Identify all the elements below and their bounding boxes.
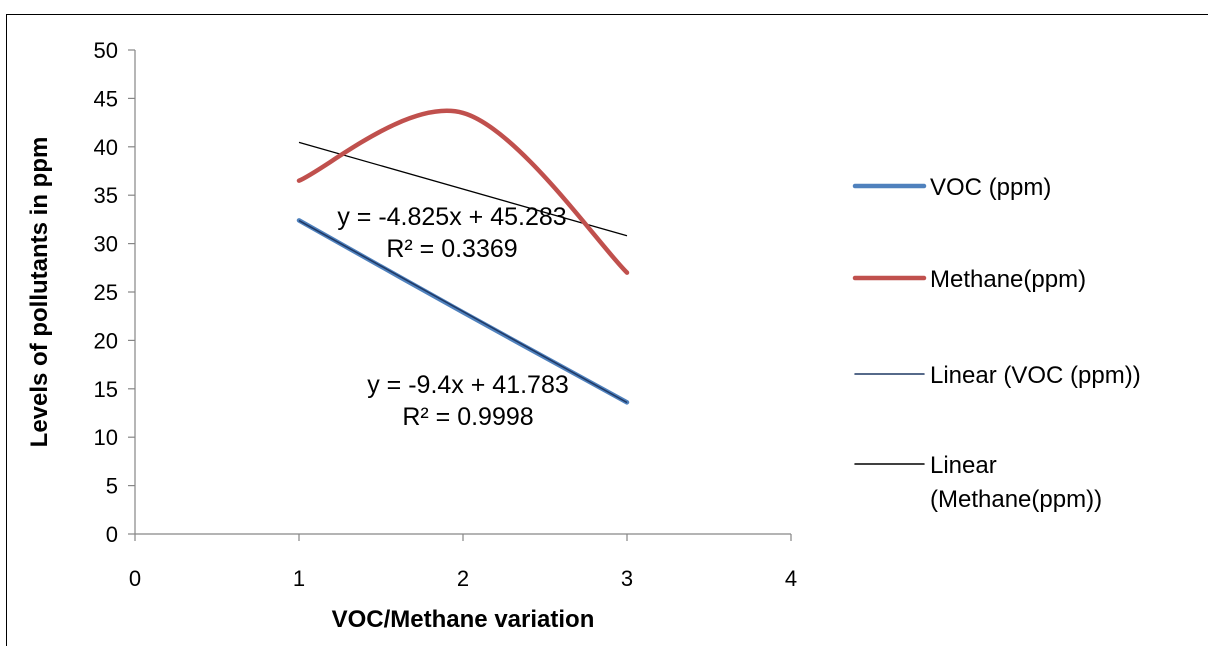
x-tick-label: 1 <box>293 566 305 591</box>
x-axis-title: VOC/Methane variation <box>332 606 595 633</box>
methane-trend-equation: y = -4.825x + 45.283 <box>337 203 566 231</box>
y-tick-label: 25 <box>94 280 118 305</box>
trendline-methane <box>298 141 628 237</box>
y-tick-label: 15 <box>94 377 118 402</box>
y-tick-label: 45 <box>94 86 118 111</box>
y-tick-label: 20 <box>94 328 118 353</box>
y-tick-label: 50 <box>94 38 118 63</box>
legend-label: (Methane(ppm)) <box>930 486 1102 513</box>
legend-label: Linear (VOC (ppm)) <box>930 362 1141 389</box>
voc-trend-r2: R² = 0.9998 <box>402 403 533 431</box>
axes <box>128 49 792 541</box>
trendlines <box>298 141 628 404</box>
voc-trend-equation: y = -9.4x + 41.783 <box>367 371 569 399</box>
y-tick-label: 30 <box>94 232 118 257</box>
y-tick-label: 5 <box>106 474 118 499</box>
y-tick-label: 40 <box>94 135 118 160</box>
y-tick-label: 0 <box>106 522 118 547</box>
series-line-methane <box>296 108 630 275</box>
y-tick-label: 35 <box>94 183 118 208</box>
x-tick-label: 0 <box>129 566 141 591</box>
trendline-voc-overlay <box>298 219 628 404</box>
legend-label: VOC (ppm) <box>930 174 1051 201</box>
legend-label: Methane(ppm) <box>930 266 1086 293</box>
trendline-equations: y = -9.4x + 41.783 R² = 0.9998 y = -4.825x… <box>298 203 628 431</box>
y-axis-title: Levels of pollutants in ppm <box>26 137 53 448</box>
chart-frame <box>6 14 1208 646</box>
tick-labels: 0 5 10 15 20 25 30 35 40 45 50 0 1 2 3 4 <box>94 38 798 591</box>
legend-label: Linear <box>930 452 997 479</box>
x-tick-label: 3 <box>621 566 633 591</box>
x-tick-label: 4 <box>785 566 797 591</box>
y-tick-label: 10 <box>94 425 118 450</box>
x-tick-label: 2 <box>457 566 469 591</box>
methane-trend-r2: R² = 0.3369 <box>386 235 517 263</box>
legend: VOC (ppm) Methane(ppm) Linear (VOC (ppm)) L… <box>852 174 1141 513</box>
